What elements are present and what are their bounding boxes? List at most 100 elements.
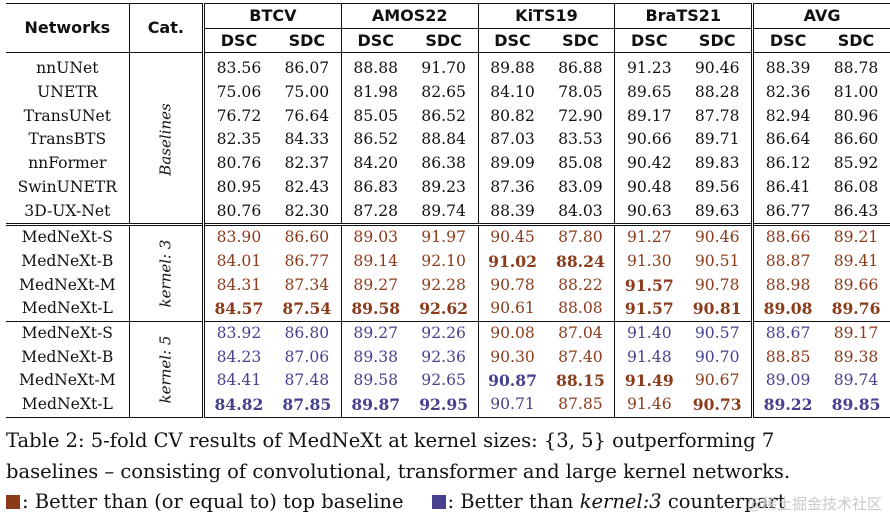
value-cell: 87.03 (477, 128, 547, 153)
value-cell: 86.60 (833, 130, 879, 149)
value-cell: 88.67 (751, 321, 823, 346)
value-cell: 82.35 (202, 128, 273, 153)
network-name: nnFormer (28, 154, 107, 173)
value-cell: 90.63 (614, 199, 684, 225)
table-row: MedNeXt-L 84.82 87.85 89.87 92.95 90.71 87.85 9… (6, 393, 890, 418)
value-cell: 82.30 (284, 201, 330, 220)
table-row: MedNeXt-M 84.31 87.34 89.27 92.28 90.78 88.22 9… (6, 273, 890, 298)
value-cell: 90.87 (477, 369, 547, 393)
value-cell: 90.46 (694, 228, 740, 247)
value-cell: 85.92 (833, 154, 879, 173)
value-cell: 85.05 (340, 104, 410, 129)
value-cell: 89.17 (833, 323, 879, 342)
value-cell: 91.27 (614, 224, 684, 250)
value-cell: 72.90 (558, 106, 603, 125)
value-cell: 90.08 (477, 321, 547, 346)
value-cell: 87.34 (284, 275, 330, 294)
value-cell: 91.97 (421, 228, 466, 247)
value-cell: 92.36 (421, 347, 466, 366)
value-cell: 76.64 (284, 106, 330, 125)
value-cell: 91.46 (614, 393, 684, 418)
value-cell: 76.72 (202, 104, 273, 129)
value-cell: 86.64 (751, 128, 823, 153)
value-cell: 90.51 (694, 251, 740, 270)
header-row-datasets: Networks Cat. BTCV AMOS22 KiTS19 BraTS21… (6, 3, 890, 54)
value-cell: 78.05 (558, 83, 603, 102)
value-cell: 90.57 (694, 323, 740, 342)
value-cell: 92.26 (421, 323, 466, 342)
category-label: Baselines (128, 52, 204, 225)
value-cell: 87.85 (558, 395, 603, 414)
value-cell: 89.63 (694, 201, 740, 220)
value-cell: 84.41 (202, 369, 273, 393)
dataset-header-brats21: BraTS21 (614, 3, 753, 29)
value-cell: 88.22 (558, 275, 603, 294)
value-cell: 87.78 (694, 106, 740, 125)
value-cell: 82.65 (421, 83, 466, 102)
value-cell: 89.09 (751, 369, 823, 393)
value-cell: 90.45 (477, 224, 547, 250)
value-cell: 89.08 (751, 297, 823, 322)
network-name: 3D-UX-Net (24, 201, 111, 220)
kernel5-color-swatch (431, 495, 446, 509)
network-name: TransBTS (28, 130, 107, 149)
table-row: nnUNet Baselines 83.56 86.07 88.88 91.70 89.88… (6, 52, 890, 225)
value-cell: 84.10 (477, 81, 547, 105)
value-cell: 88.08 (558, 299, 603, 318)
table-row: MedNeXt-S kernel: 5 83.92 86.80 89.27 92.26 90… (6, 321, 890, 418)
value-cell: 89.66 (833, 275, 879, 294)
value-cell: 80.96 (833, 106, 879, 125)
category-label: kernel: 3 (128, 224, 204, 322)
metric-header-brats21-dsc: DSC (614, 28, 684, 53)
value-cell: 88.85 (751, 345, 823, 370)
legend-item-kernel5-post: counterpart (661, 490, 786, 513)
table-row: SwinUNETR 80.95 82.43 86.83 89.23 87.36 83.09 9… (6, 175, 890, 200)
network-name: MedNeXt-S (21, 323, 113, 342)
header-row-metrics: DSC SDC DSC SDC DSC SDC DSC SDC DSC SDC (6, 28, 890, 53)
value-cell: 82.36 (751, 81, 823, 105)
value-cell: 83.56 (202, 52, 273, 82)
value-cell: 89.38 (833, 347, 879, 366)
value-cell: 91.57 (614, 273, 684, 298)
legend-item-kernel5-em: kernel:3 (579, 490, 662, 513)
value-cell: 87.48 (284, 371, 330, 390)
value-cell: 91.57 (614, 297, 684, 322)
value-cell: 90.78 (694, 275, 740, 294)
network-name: MedNeXt-M (18, 371, 116, 390)
caption-line-2: baselines – consisting of convolutional,… (6, 460, 791, 483)
value-cell: 87.04 (558, 323, 603, 342)
network-name: MedNeXt-L (21, 395, 113, 414)
value-cell: 89.27 (340, 273, 410, 298)
value-cell: 86.83 (340, 175, 410, 200)
dataset-header-btcv: BTCV (202, 3, 342, 29)
results-table: Networks Cat. BTCV AMOS22 KiTS19 BraTS21… (6, 3, 890, 418)
value-cell: 90.70 (694, 347, 740, 366)
metric-header-avg-dsc: DSC (751, 28, 823, 53)
value-cell: 92.10 (421, 251, 466, 270)
value-cell: 84.03 (558, 201, 603, 220)
value-cell: 87.40 (558, 347, 603, 366)
value-cell: 92.65 (421, 371, 466, 390)
value-cell: 88.78 (833, 59, 879, 78)
value-cell: 89.09 (477, 152, 547, 176)
value-cell: 90.42 (614, 152, 684, 176)
network-name: nnUNet (36, 59, 99, 78)
value-cell: 88.66 (751, 224, 823, 250)
value-cell: 89.38 (340, 345, 410, 370)
dataset-header-kits19: KiTS19 (477, 3, 615, 29)
value-cell: 90.67 (694, 371, 740, 390)
value-cell: 89.71 (694, 130, 740, 149)
network-name: MedNeXt-S (21, 228, 113, 247)
value-cell: 83.53 (558, 130, 603, 149)
value-cell: 89.58 (340, 297, 410, 322)
value-cell: 89.83 (694, 154, 740, 173)
value-cell: 89.27 (340, 321, 410, 346)
value-cell: 89.56 (694, 177, 740, 196)
value-cell: 84.82 (202, 393, 273, 418)
value-cell: 86.43 (833, 201, 879, 220)
value-cell: 88.84 (421, 130, 466, 149)
caption-line-1: Table 2: 5-fold CV results of MedNeXt at… (6, 429, 775, 452)
value-cell: 92.62 (419, 299, 469, 319)
value-cell: 86.77 (751, 199, 823, 225)
